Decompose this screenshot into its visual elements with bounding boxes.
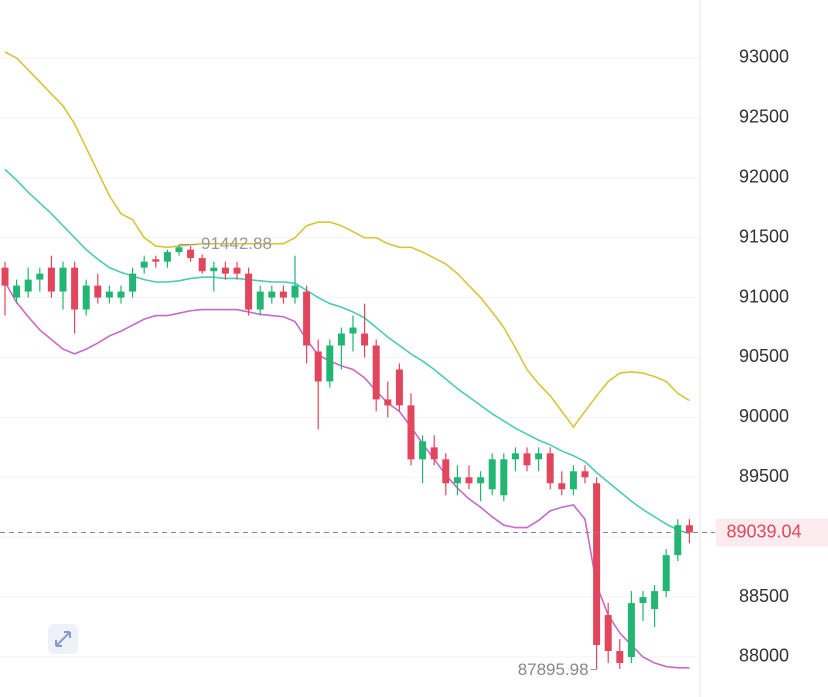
- candle-body: [256, 291, 264, 310]
- y-tick-label: 89500: [739, 466, 789, 486]
- candle-body: [129, 273, 137, 292]
- candle-body: [453, 477, 461, 484]
- min-price-label: 87895.98: [518, 660, 589, 679]
- candle-body: [407, 405, 415, 460]
- candle-body: [674, 525, 682, 556]
- candle-body: [59, 267, 67, 292]
- y-tick-label: 90500: [739, 346, 789, 366]
- candle-body: [685, 525, 693, 533]
- candle-body: [523, 453, 531, 466]
- candle-body: [210, 267, 218, 272]
- candle-body: [36, 273, 44, 280]
- indicator-line: [4, 51, 690, 429]
- last-price-label: 89039.04: [726, 521, 801, 541]
- candle-body: [627, 603, 635, 657]
- indicator-line: [4, 281, 690, 669]
- candle-body: [662, 555, 670, 592]
- candle-body: [163, 252, 171, 262]
- y-tick-label: 92000: [739, 167, 789, 187]
- candle-body: [535, 453, 543, 460]
- candle-body: [175, 247, 183, 253]
- candle-body: [82, 285, 90, 310]
- expand-icon[interactable]: [48, 624, 78, 654]
- candle-body: [419, 441, 427, 460]
- candle-body: [546, 453, 554, 484]
- candle-body: [326, 345, 334, 382]
- candle-body: [245, 273, 253, 310]
- candle-body: [1, 267, 9, 286]
- candle-body: [337, 333, 345, 346]
- candle-body: [105, 291, 113, 298]
- candle-body: [47, 267, 55, 292]
- candle-body: [372, 345, 380, 400]
- candle-body: [569, 471, 577, 490]
- candle-body: [314, 351, 322, 382]
- candle-body: [117, 291, 125, 298]
- y-tick-label: 90000: [739, 406, 789, 426]
- y-tick-label: 88500: [739, 586, 789, 606]
- candle-body: [430, 447, 438, 460]
- candle-body: [581, 471, 589, 478]
- max-price-label: 91442.88: [201, 234, 272, 253]
- candle-body: [639, 597, 647, 604]
- candle-body: [442, 459, 450, 484]
- candle-body: [268, 291, 276, 298]
- candle-body: [604, 615, 612, 651]
- candle-body: [71, 267, 79, 310]
- candle-body: [477, 477, 485, 484]
- candle-body: [465, 477, 473, 484]
- candle-body: [94, 285, 102, 298]
- candle-body: [593, 483, 601, 646]
- candle-body: [24, 279, 32, 292]
- candle-body: [198, 258, 206, 272]
- candle-body: [279, 291, 287, 298]
- candle-body: [511, 453, 519, 460]
- candle-body: [384, 399, 392, 406]
- indicator-line: [4, 168, 690, 535]
- candle-body: [616, 650, 624, 663]
- y-tick-label: 92500: [739, 107, 789, 127]
- candle-body: [349, 327, 357, 334]
- candle-body: [13, 285, 21, 298]
- candle-body: [558, 483, 566, 490]
- candle-body: [233, 267, 241, 274]
- expand-icon-glyph[interactable]: [55, 631, 71, 647]
- candle-body: [291, 285, 299, 298]
- candle-body: [152, 259, 160, 262]
- candle-body: [361, 333, 369, 346]
- y-tick-label: 91000: [739, 286, 789, 306]
- candle-body: [500, 459, 508, 496]
- y-tick-label: 91500: [739, 226, 789, 246]
- y-tick-label: 93000: [739, 47, 789, 67]
- candle-body: [140, 261, 148, 268]
- candle-body: [303, 291, 311, 346]
- candle-body: [187, 249, 195, 259]
- candle-body: [488, 459, 496, 490]
- candle-body: [221, 267, 229, 274]
- candle-body: [395, 369, 403, 406]
- candle-body: [651, 591, 659, 610]
- y-tick-label: 88000: [739, 646, 789, 666]
- last-price-box: [716, 518, 828, 547]
